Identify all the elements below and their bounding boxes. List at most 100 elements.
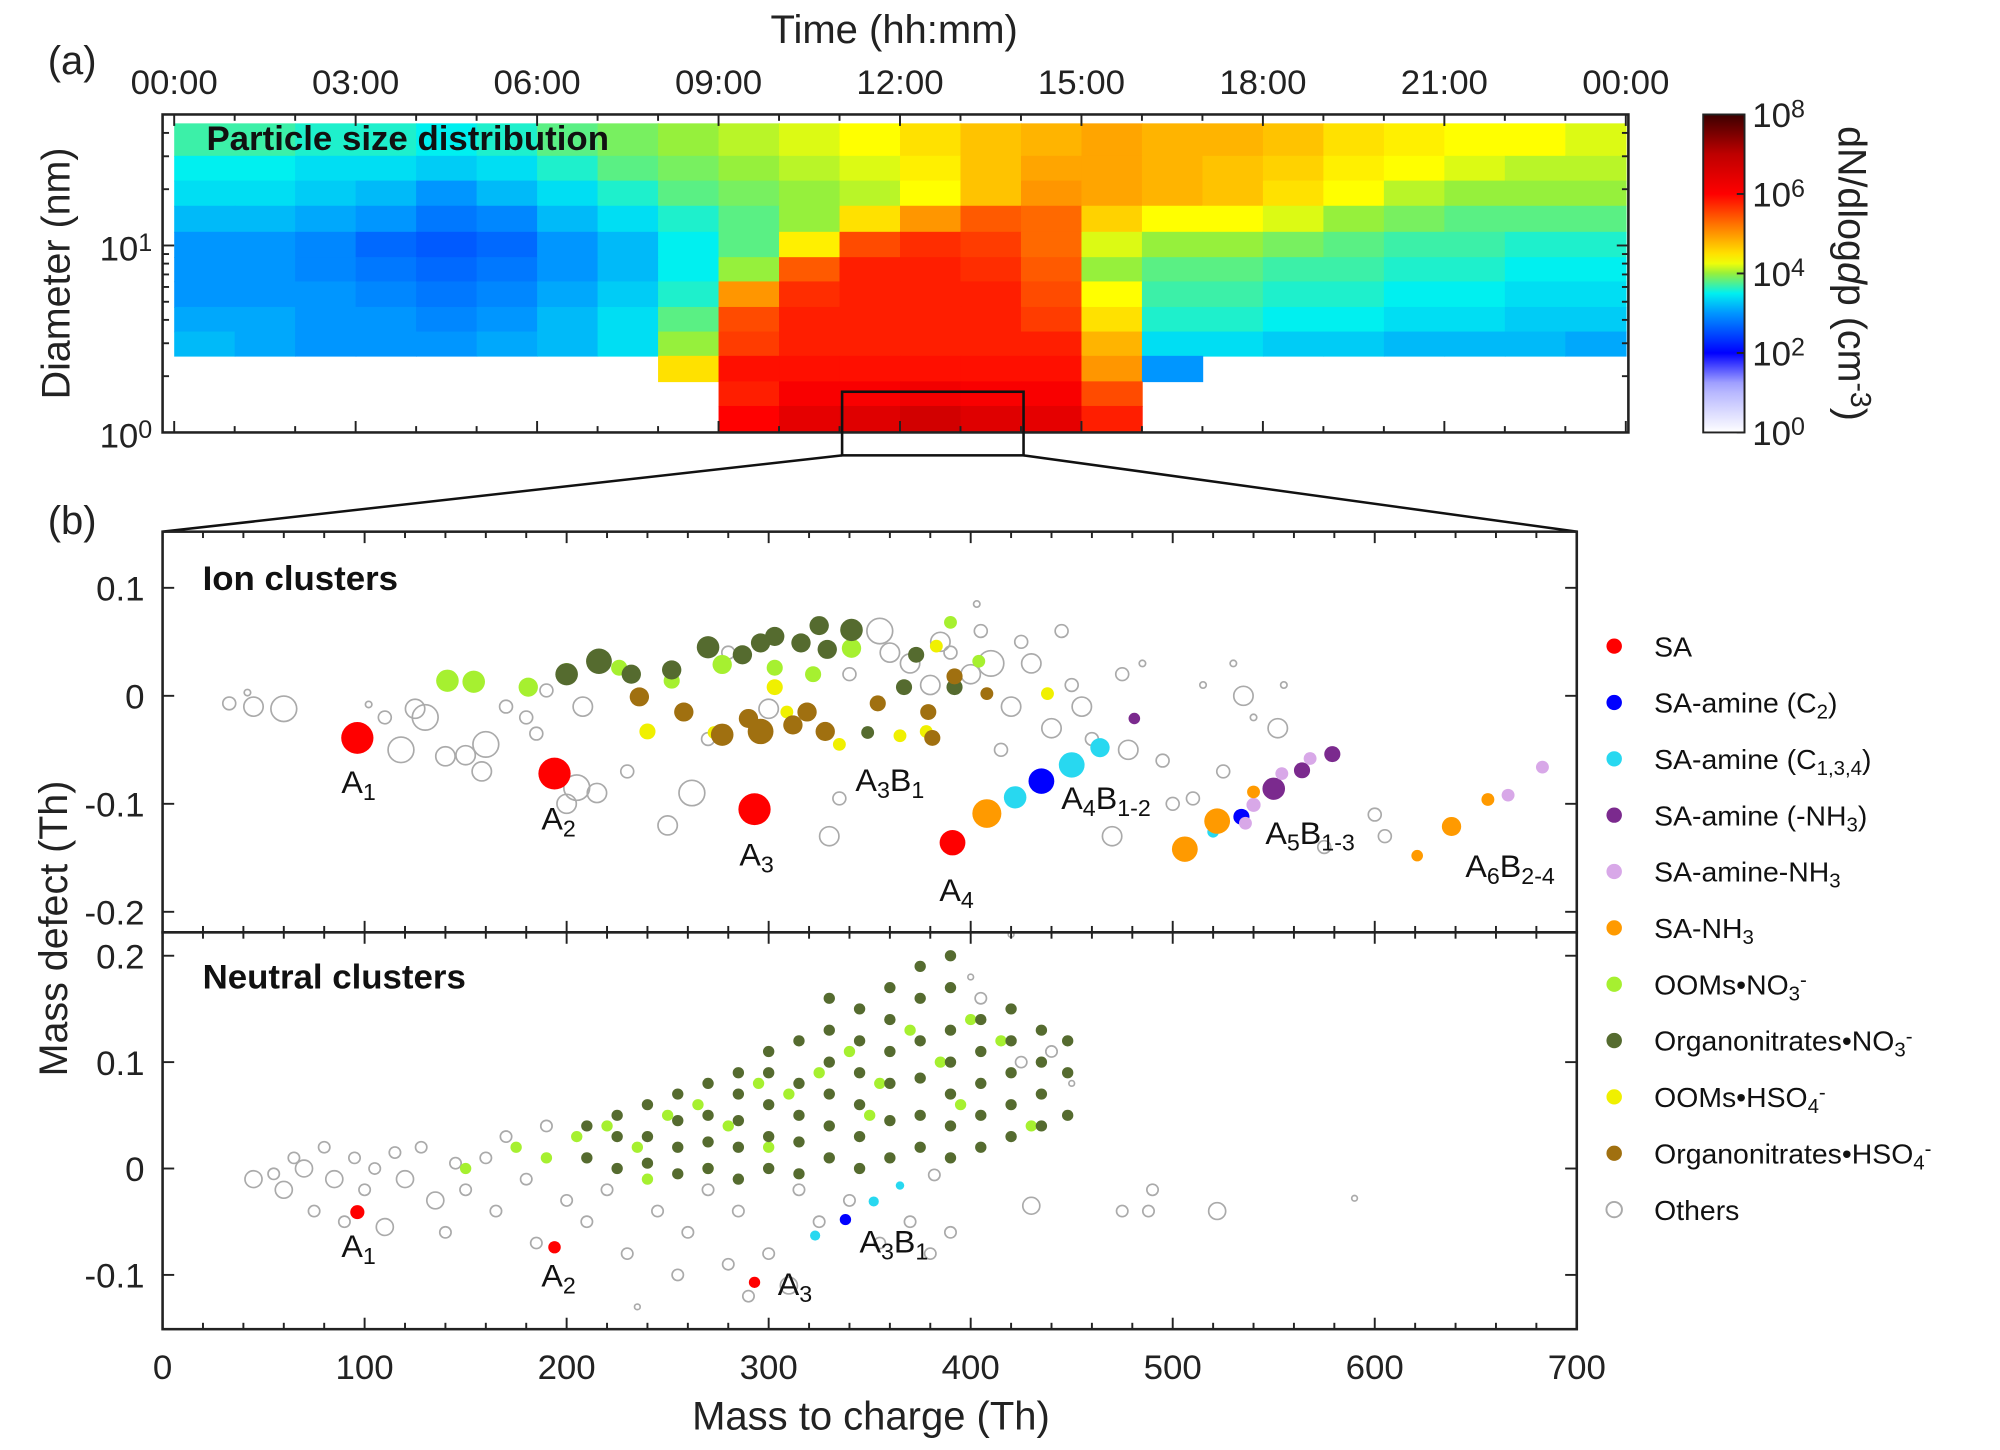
point-others xyxy=(721,1257,735,1271)
heatmap-cell xyxy=(1323,257,1385,283)
point-sa_amine_nh3 xyxy=(1501,788,1515,802)
point-organonitrates_no3 xyxy=(884,1152,896,1164)
point-ooms_no3 xyxy=(954,1099,967,1111)
point-sa_amine_minus_nh3 xyxy=(1128,712,1141,725)
point-others xyxy=(1155,753,1170,768)
heatmap-cell xyxy=(597,281,659,308)
point-organonitrates_no3 xyxy=(975,1013,987,1026)
heatmap-cell xyxy=(960,180,1022,207)
point-others xyxy=(519,1172,533,1186)
mass-defect-tick-label: -0.2 xyxy=(84,895,144,933)
legend-label: Organonitrates•HSO4- xyxy=(1654,1138,1931,1175)
heatmap-cell xyxy=(416,180,478,207)
heatmap-cell xyxy=(658,180,720,207)
heatmap-cell xyxy=(1262,155,1325,182)
heatmap-cell xyxy=(295,205,357,233)
point-others xyxy=(242,696,265,717)
heatmap-cell xyxy=(295,257,357,283)
heatmap-cell xyxy=(839,257,901,283)
point-others xyxy=(967,973,975,981)
heatmap-cell xyxy=(900,306,962,333)
heatmap-cell xyxy=(1081,257,1143,283)
point-ooms_no3 xyxy=(1025,1120,1037,1132)
heatmap-cell xyxy=(416,331,478,357)
heatmap-cell xyxy=(1383,257,1446,283)
point-others xyxy=(1232,685,1254,707)
point-organonitrates_no3 xyxy=(884,1115,896,1127)
mass-defect-tick-label: 0.1 xyxy=(96,571,144,609)
heatmap-cell xyxy=(1444,257,1506,283)
text-part: ) xyxy=(1828,687,1837,719)
heatmap-frame xyxy=(161,113,1630,434)
point-organonitrates_no3 xyxy=(1061,1067,1074,1079)
heatmap-cell xyxy=(1020,205,1083,233)
text-part: 4 xyxy=(961,887,974,913)
heatmap-cell xyxy=(355,306,417,333)
point-ooms_no3 xyxy=(783,1088,795,1100)
heatmap-cell xyxy=(355,205,417,233)
point-organonitrates_no3 xyxy=(884,1045,896,1058)
heatmap-cell xyxy=(1020,155,1083,182)
heatmap-cell xyxy=(174,306,236,333)
point-others xyxy=(1054,623,1069,639)
text-part: 10 xyxy=(1752,97,1791,135)
zoom-rectangle xyxy=(840,390,1025,457)
point-sa_amine_c2 xyxy=(839,1213,852,1226)
point-sa_nh3 xyxy=(1441,816,1462,837)
heatmap-cell xyxy=(476,205,538,233)
point-ooms_no3 xyxy=(722,1120,734,1132)
point-ooms_no3 xyxy=(904,1024,916,1036)
point-others xyxy=(1215,764,1231,779)
point-others xyxy=(404,698,426,720)
point-others xyxy=(657,815,679,836)
point-others xyxy=(449,1156,463,1170)
heatmap-cell xyxy=(234,231,296,258)
point-others xyxy=(973,623,989,639)
point-organonitrates_no3 xyxy=(1035,1120,1048,1132)
point-organonitrates_no3 xyxy=(853,1003,866,1015)
heatmap-cell xyxy=(1444,231,1506,258)
heatmap-cell xyxy=(1141,205,1204,233)
heatmap-cell xyxy=(1202,231,1264,258)
point-organonitrates_hso4 xyxy=(980,687,994,701)
heatmap-cell xyxy=(1262,306,1325,333)
heatmap-cell xyxy=(1383,231,1446,258)
point-others xyxy=(560,1194,574,1207)
point-others xyxy=(960,663,982,685)
heatmap-cell xyxy=(1444,155,1506,182)
mass-tick-label: 0 xyxy=(153,1349,172,1387)
legend-item-sa_amine_c134: SA-amine (C1,3,4) xyxy=(1606,743,1871,780)
legend-item-organonitrates_hso4: Organonitrates•HSO4- xyxy=(1606,1138,1931,1175)
point-organonitrates_no3 xyxy=(823,1120,835,1132)
heatmap-cell xyxy=(1202,331,1264,357)
time-tick-label: 06:00 xyxy=(494,64,581,102)
point-others xyxy=(459,1183,473,1197)
text-part: A xyxy=(1265,815,1287,851)
heatmap-cell xyxy=(1262,180,1325,207)
legend-label: OOMs•HSO4- xyxy=(1654,1081,1826,1118)
heatmap-cell xyxy=(1020,355,1083,383)
text-part: 3 xyxy=(761,851,774,877)
point-sa_amine_c134 xyxy=(895,1181,905,1190)
point-others xyxy=(741,1289,755,1303)
point-organonitrates_hso4 xyxy=(946,668,963,685)
heatmap-cell xyxy=(537,281,599,308)
heatmap-cell xyxy=(779,281,841,308)
point-organonitrates_no3 xyxy=(611,1109,623,1121)
heatmap-cell xyxy=(537,155,599,182)
point-organonitrates_no3 xyxy=(944,950,957,962)
heatmap-cell xyxy=(1020,381,1083,407)
point-others xyxy=(270,695,298,723)
point-organonitrates_no3 xyxy=(791,633,811,653)
heatmap-cell xyxy=(1383,281,1446,308)
text-part: 3 xyxy=(1894,1040,1905,1062)
heatmap-cell xyxy=(234,180,296,207)
mass-defect-tick-label: -0.1 xyxy=(84,787,144,825)
text-part: 1 xyxy=(138,229,152,257)
point-others xyxy=(580,1215,594,1229)
heatmap-cell xyxy=(1141,123,1204,157)
heatmap-cell xyxy=(174,123,236,157)
point-organonitrates_no3 xyxy=(672,1168,684,1180)
legend-label: SA-amine (-NH3) xyxy=(1654,800,1867,837)
point-organonitrates_no3 xyxy=(611,1131,623,1143)
